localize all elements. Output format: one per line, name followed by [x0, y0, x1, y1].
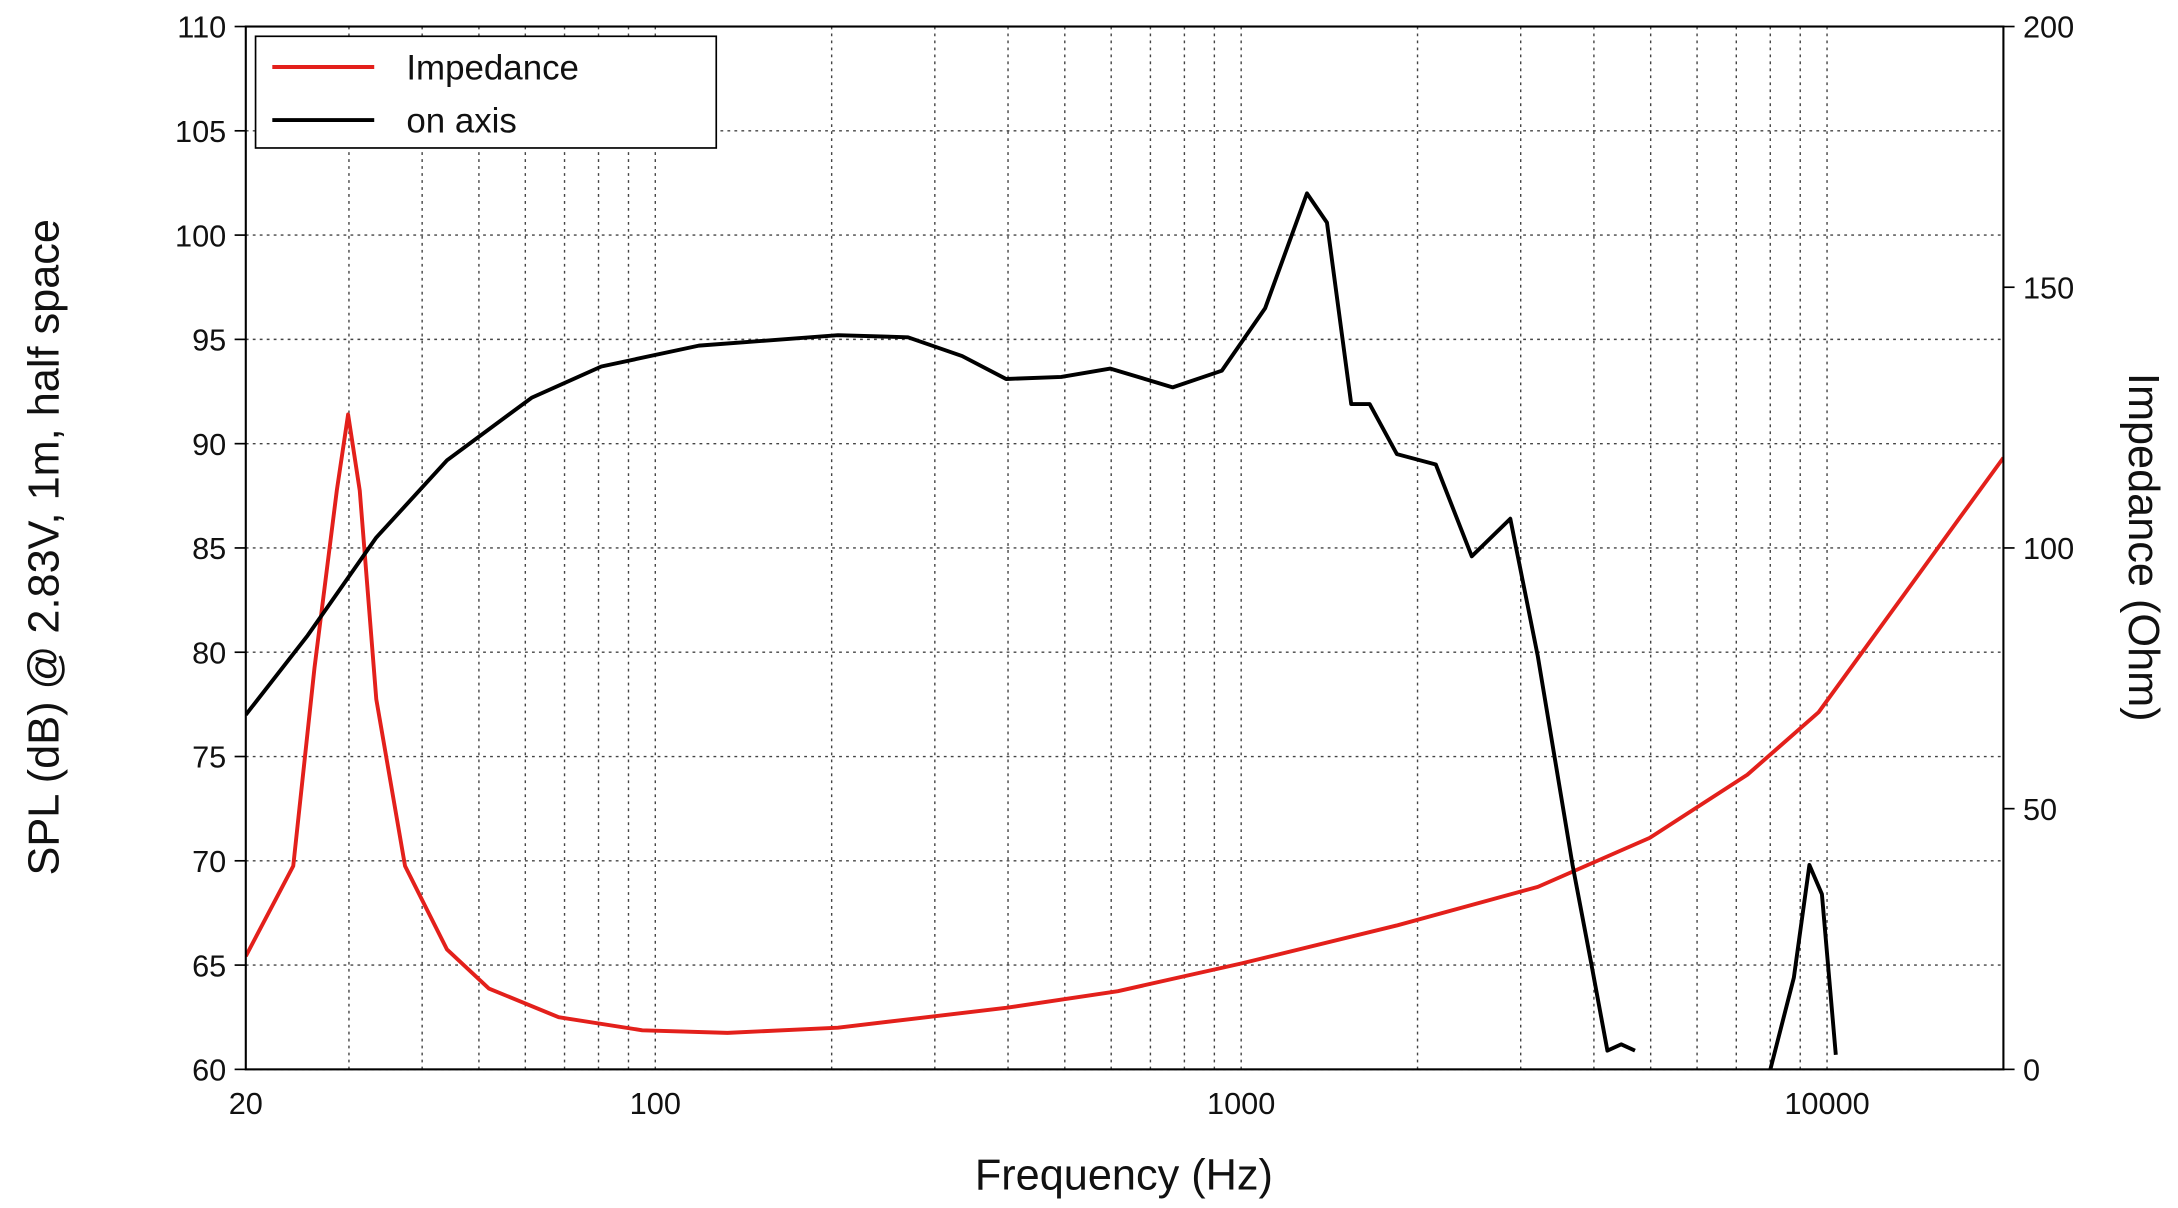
y2-tick-label: 0: [2023, 1053, 2040, 1088]
y-tick-label: 110: [177, 10, 226, 45]
legend-box: [254, 35, 718, 149]
y-tick-label: 85: [192, 531, 226, 566]
ticks: 20 100 1000 10000 60 65 70 75 80 85 90 95 100 105 110 0…: [175, 10, 2074, 1121]
y2-axis-title: Impedance (Ohm): [2119, 373, 2167, 722]
y-tick-label: 75: [192, 740, 226, 775]
y-tick-label: 60: [192, 1053, 226, 1088]
y-tick-label: 95: [192, 323, 226, 358]
y-axis-title: SPL (dB) @ 2.83V, 1m, half space: [21, 219, 69, 875]
x-axis-title: Frequency (Hz): [975, 1151, 1273, 1199]
x-tick-label: 10000: [1784, 1086, 1869, 1121]
legend: Impedance on axis: [254, 35, 718, 149]
y2-tick-label: 50: [2023, 792, 2057, 827]
legend-label: Impedance: [406, 49, 579, 88]
y-tick-label: 80: [192, 635, 226, 670]
x-tick-label: 1000: [1207, 1086, 1275, 1121]
grid: [245, 25, 2004, 1071]
plot-lines: [245, 191, 2004, 1070]
y-tick-label: 70: [192, 844, 226, 879]
y-tick-label: 105: [175, 114, 226, 149]
legend-label: on axis: [406, 102, 517, 141]
series-line: [245, 412, 2004, 1035]
x-tick-label: 100: [630, 1086, 681, 1121]
y-tick-label: 90: [192, 427, 226, 462]
series-line: [245, 191, 1838, 1070]
y-tick-label: 65: [192, 948, 226, 983]
x-tick-label: 20: [229, 1086, 263, 1121]
y2-tick-label: 200: [2023, 10, 2074, 45]
y-tick-label: 100: [175, 218, 226, 253]
y2-tick-label: 150: [2023, 270, 2074, 305]
y2-tick-label: 100: [2023, 531, 2074, 566]
